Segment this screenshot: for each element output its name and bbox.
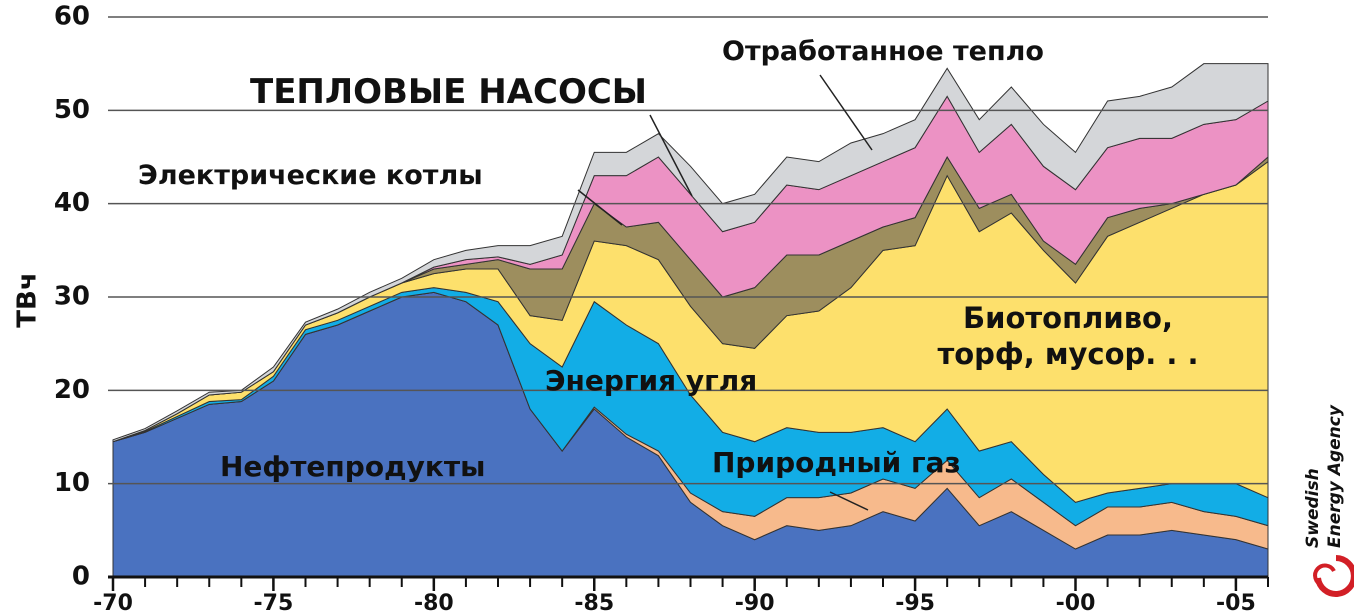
leader-line xyxy=(649,114,693,197)
axes: 0 10 20 30 40 50 60 -70 -75 -80 -85 -90 -95 -00 -05 xyxy=(54,2,1269,616)
x-tick-label: -75 xyxy=(254,591,294,616)
x-tick-label: -80 xyxy=(414,591,454,616)
y-tick-label: 60 xyxy=(54,2,90,32)
series-label: ТЕПЛОВЫЕ НАСОСЫ xyxy=(250,72,648,112)
series-label: Отработанное тепло xyxy=(722,36,1044,67)
areas xyxy=(112,63,1269,578)
leader-lines xyxy=(577,74,873,511)
x-tick-label: -85 xyxy=(574,591,614,616)
x-tick-label: -90 xyxy=(735,591,775,616)
leader-line xyxy=(577,189,623,226)
series-label: Энергия угля xyxy=(545,364,758,397)
series-label: Электрические котлы xyxy=(138,160,483,191)
logo-icon xyxy=(1313,555,1354,597)
series-label: Биотопливо, торф, мусор. . . xyxy=(937,301,1199,371)
logo-text: Energy Agency xyxy=(1325,404,1345,548)
logo-text: Swedish xyxy=(1303,468,1323,548)
leader-line xyxy=(819,74,873,151)
x-tick-label: -70 xyxy=(93,591,133,616)
y-tick-label: 40 xyxy=(54,188,90,218)
area xyxy=(112,63,1269,443)
series-label: Природный газ xyxy=(712,446,961,479)
y-tick-label: 0 xyxy=(72,562,90,592)
leader-line xyxy=(829,491,869,511)
x-tick-label: -00 xyxy=(1056,591,1096,616)
x-tick-label: -05 xyxy=(1216,591,1256,616)
y-tick-label: 50 xyxy=(54,95,90,125)
y-axis-label: ТВч xyxy=(13,272,43,327)
x-tick-label: -95 xyxy=(895,591,935,616)
y-tick-label: 20 xyxy=(54,375,90,405)
y-tick-label: 10 xyxy=(54,468,90,498)
series-label: Нефтепродукты xyxy=(220,450,486,483)
y-tick-label: 30 xyxy=(54,282,90,312)
